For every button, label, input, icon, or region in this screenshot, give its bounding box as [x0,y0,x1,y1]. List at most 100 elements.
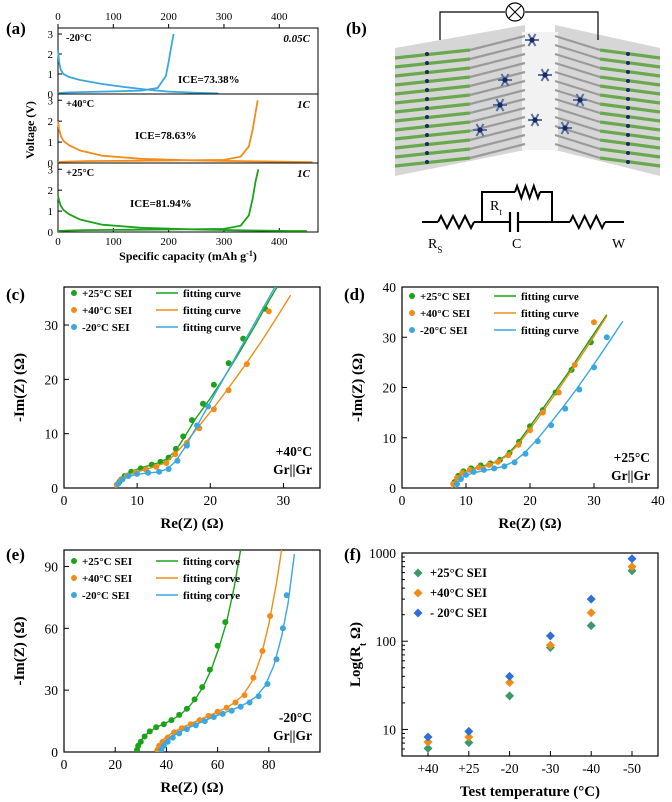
panel-letter-b: (b) [346,19,367,38]
top-tick-label: 200 [160,11,177,23]
data-point [160,721,167,728]
y-tick-label: 20 [383,381,397,396]
solvated-ion-center [497,102,503,108]
data-point [163,460,170,466]
data-point [515,441,522,448]
data-point [250,674,257,681]
legend-label: fitting corve [183,573,240,585]
data-point [156,468,163,475]
data-point [223,704,230,711]
annotation-cell: Gr||Gr [273,462,312,477]
data-point [522,450,529,457]
top-tick-label: 300 [216,11,233,23]
x-tick-label: 100 [105,236,122,248]
lithium-ion-left [425,88,429,92]
data-point [206,666,213,673]
x-tick-label: 30 [277,493,291,508]
y-tick-label: 0 [48,158,54,170]
panel-d: 0 10 20 30 40 0 10 20 30 40 Re(Z) (Ω) -Im(Z) (Ω) +25… [350,280,665,532]
panel-letter-d: (d) [344,285,365,304]
y-tick-label: 0 [48,227,54,239]
y-axis-title: -Im(Z) (Ω) [12,353,28,422]
legend-marker [413,568,423,578]
data-point [172,451,179,458]
graphite-layer-left-depth [469,70,526,88]
graphite-layer-left-depth [469,34,526,52]
x-tick-label: 20 [204,493,218,508]
data-point [491,465,498,472]
annotation-temperature: +40°C [276,444,312,459]
legend-label: +25°C SEI [82,556,132,568]
data-point [225,360,232,367]
lithium-ion-right [626,52,630,56]
graphite-layer-left-depth [469,52,526,70]
panel-letter-c: (c) [6,285,25,304]
data-point [168,717,175,724]
fitting-curve [452,314,608,488]
circuit-wire [481,191,515,222]
rate-label: 0.05C [283,33,310,45]
x-tick-label: 20 [108,757,122,772]
data-point [586,594,596,604]
x-tick-label: 10 [459,493,473,508]
rate-label: 1C [297,99,311,111]
data-point [470,468,477,475]
data-point [501,463,508,470]
discharge-curve [57,49,219,95]
panel-letter-f: (f) [344,545,361,564]
data-point [210,381,217,388]
data-point [548,422,555,429]
data-point [153,724,160,731]
plot-area [450,314,624,488]
y-tick-label: 3 [48,95,54,107]
data-point [586,621,596,631]
data-point [183,726,190,733]
x-tick-label: -30 [541,761,559,776]
lithium-ion-left [425,160,429,164]
solvated-ion-center [542,72,548,78]
legend-marker [71,592,77,598]
graphite-layer-left [394,93,471,105]
lithium-ion-left [425,61,429,65]
y-tick-label: 90 [45,559,59,574]
data-point [164,738,171,745]
data-point [464,738,474,748]
x-tick-label: -50 [623,761,641,776]
y-axis-title-end: Ω) [348,622,364,643]
legend-label: +25°C SEI [82,288,132,300]
x-tick-label: +25 [458,761,479,776]
data-point [141,733,148,740]
temperature-label: +40°C [66,99,94,110]
charge-curve [57,169,260,232]
resistor-rs [437,213,475,231]
plot-frame [63,549,321,753]
y-tick-label: 1 [48,206,54,218]
data-point [192,722,199,729]
data-point [199,684,206,691]
graphite-layer-right-depth [554,106,601,124]
circuit-label-w: W [612,237,626,252]
data-point [237,703,244,710]
data-point [174,457,181,464]
data-point [219,710,226,717]
legend-label: -20°C SEI [420,325,468,337]
graphite-layer-left [394,57,471,69]
x-tick-label: 0 [55,236,61,248]
x-tick-label: 80 [262,757,276,772]
x-tick-label: 20 [523,493,537,508]
graphite-layer-right-depth [554,115,601,133]
x-tick-label: 60 [211,757,225,772]
data-point [210,406,217,413]
lithium-ion-left [425,52,429,56]
data-point [119,476,126,483]
data-point [205,712,212,719]
legend-label: fitting curve [521,308,579,320]
x-tick-label: 0 [399,493,406,508]
y-axis-title: -Im(Z) (Ω) [350,353,366,422]
ice-label: ICE=78.63% [135,130,197,142]
lithium-ion-left [425,142,429,146]
graphite-layer-left [394,102,471,114]
data-point [591,364,597,371]
legend-label: +25°C SEI [420,291,470,303]
y-tick-label: 2 [48,116,54,128]
